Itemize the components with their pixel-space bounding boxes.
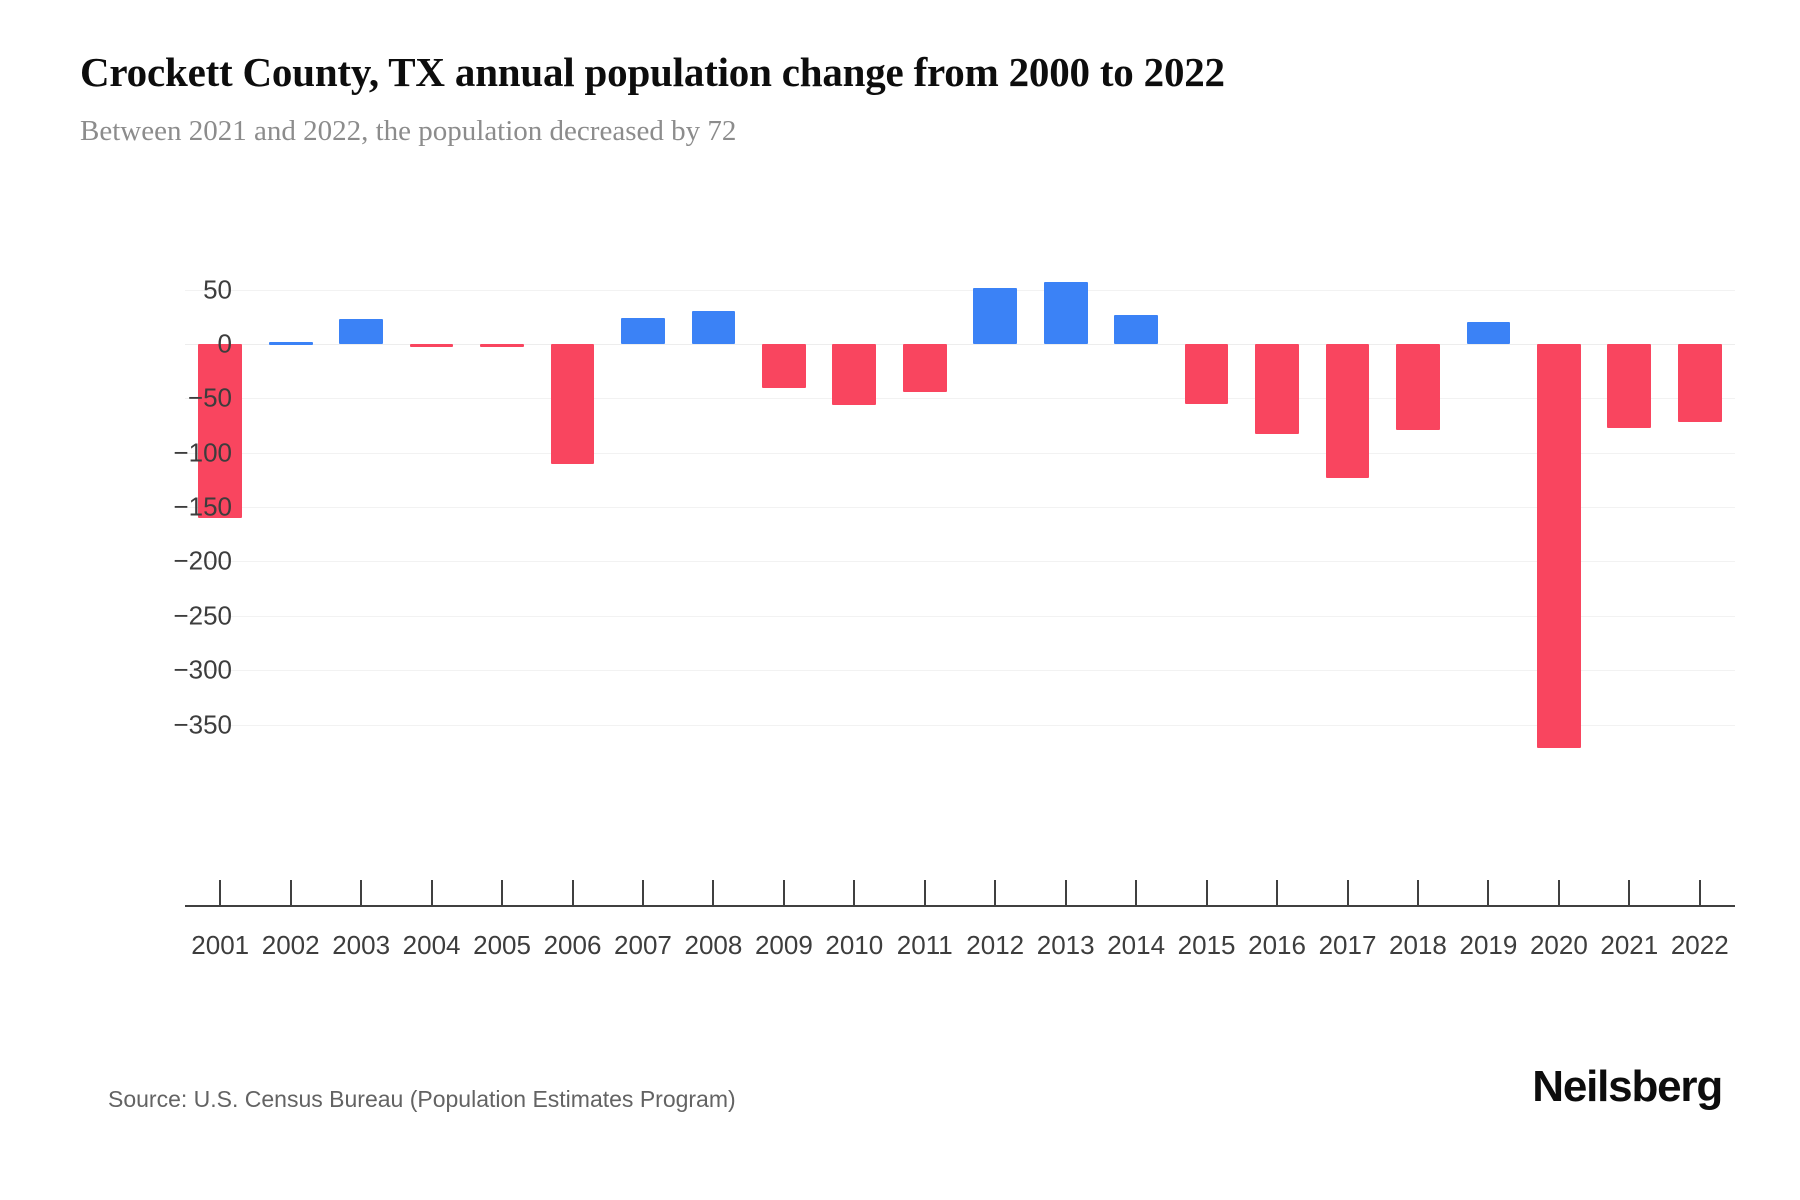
x-axis-tick bbox=[1416, 880, 1419, 905]
x-axis-tick bbox=[1064, 880, 1067, 905]
x-axis-tick-label: 2010 bbox=[825, 930, 884, 960]
x-axis-tick-label: 2020 bbox=[1529, 930, 1588, 960]
y-axis-tick-label: −200 bbox=[173, 545, 232, 576]
x-axis-tick bbox=[289, 880, 292, 905]
gridline bbox=[185, 398, 1735, 400]
y-axis-tick-label: −50 bbox=[187, 382, 232, 413]
x-axis-tick bbox=[1698, 880, 1701, 905]
y-axis-tick-label: −250 bbox=[173, 600, 232, 631]
x-axis-tick bbox=[571, 880, 574, 905]
x-axis-tick bbox=[219, 880, 222, 905]
x-axis-tick bbox=[641, 880, 644, 905]
x-axis-tick-label: 2016 bbox=[1248, 930, 1306, 960]
bar-2016[interactable] bbox=[1255, 344, 1299, 435]
bar-2004[interactable] bbox=[409, 344, 454, 348]
bar-2006[interactable] bbox=[550, 344, 595, 464]
bar-2005[interactable] bbox=[480, 344, 524, 348]
x-axis-tick-label: 2001 bbox=[191, 930, 250, 960]
bar-2007[interactable] bbox=[621, 318, 665, 345]
page-title: Crockett County, TX annual population ch… bbox=[80, 49, 1225, 95]
bar-2008[interactable] bbox=[691, 311, 736, 345]
x-axis-tick-label: 2004 bbox=[402, 930, 461, 960]
gridline bbox=[185, 670, 1735, 672]
brand-logo: Neilsberg bbox=[1532, 1062, 1723, 1111]
y-axis-tick-label: −150 bbox=[173, 491, 232, 522]
x-axis-tick bbox=[994, 880, 997, 905]
bar-2003[interactable] bbox=[339, 319, 383, 345]
x-axis-tick-label: 2006 bbox=[543, 930, 602, 960]
x-axis-tick-label: 2011 bbox=[896, 930, 953, 960]
x-axis-tick-label: 2009 bbox=[754, 930, 813, 960]
x-axis-tick-label: 2018 bbox=[1389, 930, 1447, 960]
bar-2014[interactable] bbox=[1114, 314, 1158, 345]
y-axis-tick-label: −350 bbox=[173, 709, 232, 740]
bar-2012[interactable] bbox=[973, 287, 1018, 345]
bar-2009[interactable] bbox=[762, 344, 806, 388]
plot-canvas bbox=[185, 268, 1735, 768]
x-axis-tick bbox=[430, 880, 433, 905]
x-axis-tick-label: 2013 bbox=[1036, 930, 1095, 960]
x-axis-tick bbox=[1276, 880, 1279, 905]
x-axis-tick-label: 2017 bbox=[1318, 930, 1377, 960]
x-axis-tick bbox=[712, 880, 715, 905]
bar-2022[interactable] bbox=[1677, 344, 1722, 423]
bars-group bbox=[185, 268, 1735, 768]
gridline bbox=[185, 724, 1735, 726]
gridline bbox=[185, 507, 1735, 509]
gridline bbox=[185, 344, 1735, 346]
x-axis-tick bbox=[501, 880, 504, 905]
x-axis-tick bbox=[1205, 880, 1208, 905]
x-axis-tick bbox=[1346, 880, 1349, 905]
x-axis-tick bbox=[782, 880, 785, 905]
x-axis-tick-label: 2014 bbox=[1107, 930, 1166, 960]
bar-2015[interactable] bbox=[1184, 344, 1229, 404]
bar-2018[interactable] bbox=[1396, 344, 1440, 430]
bar-2010[interactable] bbox=[832, 344, 877, 405]
gridline bbox=[185, 561, 1735, 563]
x-axis-tick-label: 2003 bbox=[332, 930, 391, 960]
chart-subtitle: Between 2021 and 2022, the population de… bbox=[80, 115, 737, 148]
x-axis-tick bbox=[1135, 880, 1138, 905]
bar-2021[interactable] bbox=[1607, 344, 1652, 428]
bar-2011[interactable] bbox=[902, 344, 947, 392]
y-axis-tick-label: 0 bbox=[217, 328, 232, 359]
x-axis-tick-label: 2019 bbox=[1459, 930, 1518, 960]
x-axis-tick-label: 2015 bbox=[1177, 930, 1236, 960]
bar-2020[interactable] bbox=[1537, 344, 1581, 749]
bar-2001[interactable] bbox=[198, 344, 243, 518]
y-axis-tick-label: −100 bbox=[173, 437, 232, 468]
x-axis-tick bbox=[360, 880, 363, 905]
y-axis-tick-label: 50 bbox=[203, 274, 232, 305]
x-axis-tick-label: 2007 bbox=[614, 930, 672, 960]
y-axis-tick-label: −300 bbox=[173, 654, 232, 685]
x-axis-tick-label: 2022 bbox=[1670, 930, 1729, 960]
source-note: Source: U.S. Census Bureau (Population E… bbox=[108, 1086, 736, 1112]
x-axis-tick-label: 2012 bbox=[966, 930, 1025, 960]
x-axis-tick bbox=[1487, 880, 1490, 905]
bar-2019[interactable] bbox=[1466, 322, 1511, 345]
x-axis-tick bbox=[923, 880, 926, 905]
x-axis-tick-label: 2005 bbox=[473, 930, 531, 960]
x-axis-tick bbox=[853, 880, 856, 905]
bar-2002[interactable] bbox=[268, 341, 313, 345]
bar-2013[interactable] bbox=[1043, 282, 1088, 345]
x-axis-ticks bbox=[185, 880, 1735, 906]
x-axis-tick-label: 2008 bbox=[684, 930, 743, 960]
gridline bbox=[185, 452, 1735, 454]
x-axis-tick-labels: 2001 2002 2003 2004 2005 2006 2007 2008 2009 2010… bbox=[185, 930, 1735, 974]
chart-header: Crockett County, TX annual population ch… bbox=[80, 48, 1720, 149]
gridline bbox=[185, 289, 1735, 291]
x-axis-line bbox=[185, 905, 1735, 907]
x-axis-tick bbox=[1628, 880, 1631, 905]
bar-2017[interactable] bbox=[1325, 344, 1370, 478]
x-axis-tick-label: 2002 bbox=[261, 930, 320, 960]
gridline bbox=[185, 615, 1735, 617]
x-axis-tick bbox=[1557, 880, 1560, 905]
x-axis-tick-label: 2021 bbox=[1600, 930, 1659, 960]
